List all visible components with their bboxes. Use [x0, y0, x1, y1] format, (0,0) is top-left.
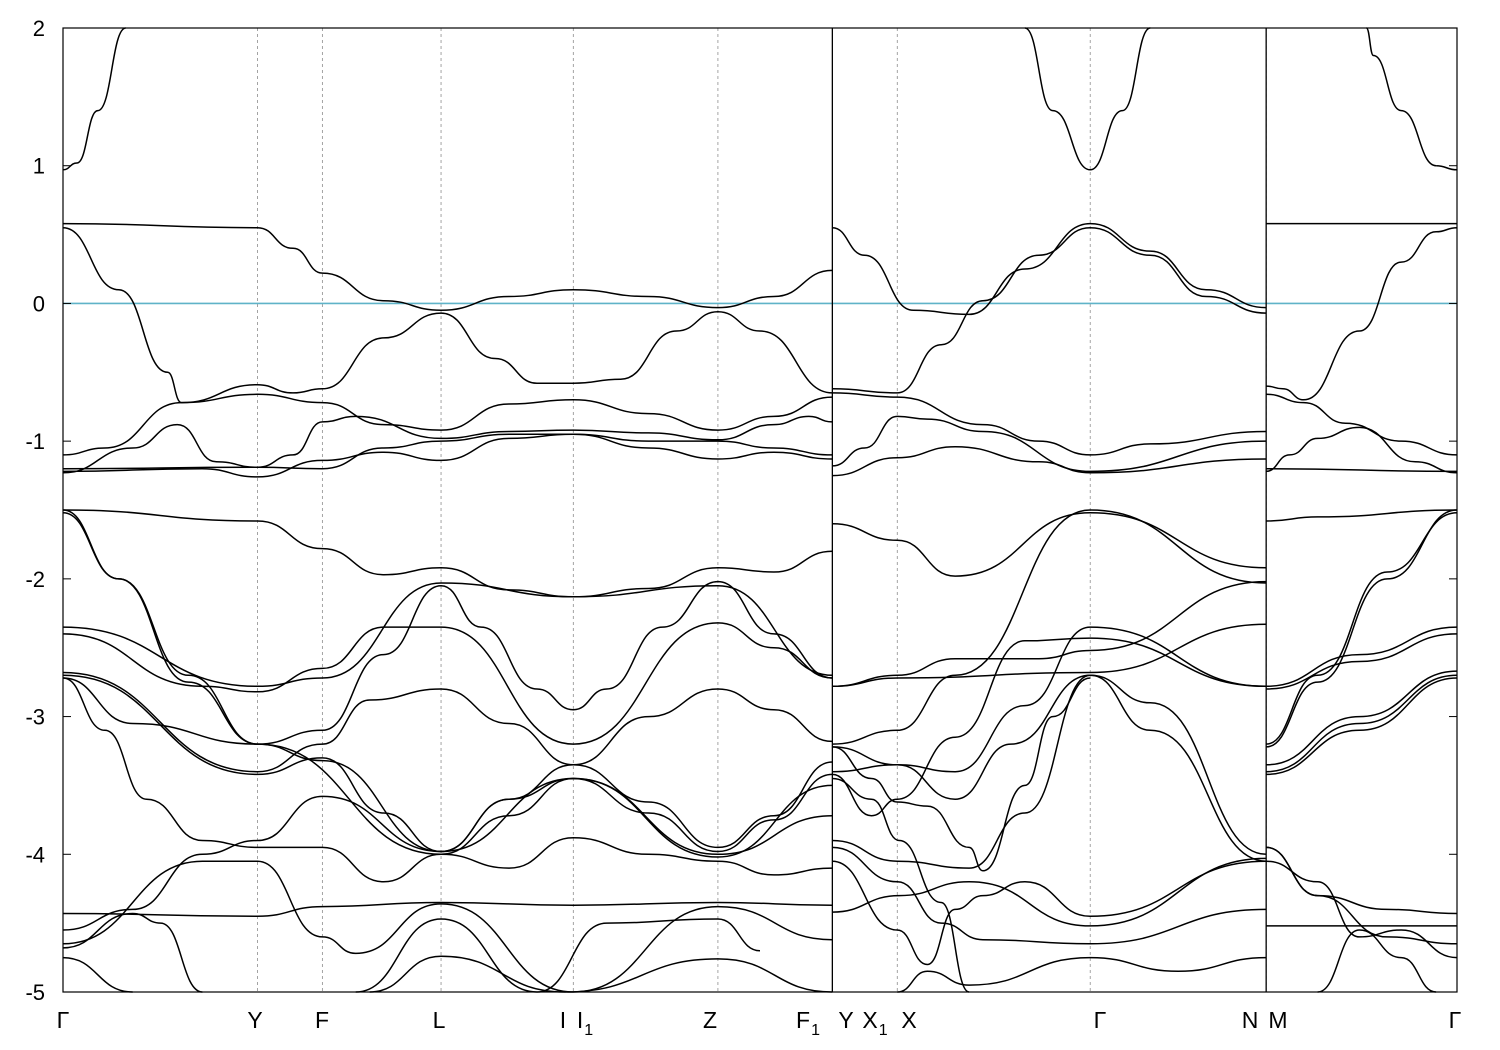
- band-series-54: [1266, 633, 1458, 690]
- band-series-6: [62, 433, 833, 478]
- band-series-14: [1266, 393, 1458, 456]
- kpoint-label: Z: [703, 1007, 717, 1033]
- band-series-2: [62, 226, 833, 404]
- band-series-49: [832, 677, 1091, 872]
- band-series-13: [1266, 226, 1458, 401]
- band-series-4: [62, 415, 833, 474]
- kpoint-label: Y: [247, 1007, 262, 1033]
- band-series-31: [62, 860, 833, 993]
- band-series-41: [832, 623, 1267, 688]
- band-series-53: [1266, 626, 1458, 688]
- band-series-44: [832, 860, 1267, 966]
- band-series-0: [62, 27, 127, 171]
- band-lines: [62, 27, 1458, 993]
- band-series-10: [832, 415, 1267, 473]
- band-series-43: [832, 674, 1267, 869]
- kpoint-label: M: [1268, 1007, 1287, 1033]
- band-series-20: [62, 509, 833, 598]
- y-tick-label: -4: [25, 842, 45, 867]
- band-series-22: [62, 512, 833, 745]
- kpoint-label: Γ: [1094, 1007, 1107, 1033]
- band-series-11: [832, 445, 1267, 477]
- band-series-62: [1317, 929, 1437, 993]
- band-series-46: [832, 846, 1267, 945]
- band-series-45: [832, 857, 1267, 927]
- band-series-5: [62, 433, 833, 470]
- plot-frame: [62, 27, 1458, 993]
- band-series-26: [62, 674, 833, 853]
- band-series-36: [832, 512, 1267, 577]
- band-series-16: [1266, 467, 1458, 473]
- band-series-32: [62, 912, 203, 993]
- band-series-37: [832, 580, 1267, 688]
- kpoint-label: L: [433, 1007, 446, 1033]
- band-series-47: [897, 956, 1267, 993]
- band-series-34: [355, 918, 761, 993]
- band-series-24: [62, 622, 833, 745]
- kpoint-label: Y: [838, 1007, 853, 1033]
- kpoint-label: X1: [862, 1007, 887, 1039]
- band-series-59: [1266, 860, 1458, 959]
- band-series-23: [62, 582, 833, 688]
- band-series-19: [1024, 27, 1151, 171]
- band-series-17: [1365, 27, 1437, 167]
- kpoint-label: F: [315, 1007, 329, 1033]
- kpoint-label: X: [901, 1007, 916, 1033]
- band-series-28: [62, 677, 833, 883]
- band-series-55: [1266, 670, 1458, 766]
- kpoint-label: I1: [577, 1007, 593, 1039]
- band-series-29: [62, 901, 833, 918]
- band-series-25: [62, 671, 833, 773]
- y-tick-label: 1: [33, 154, 45, 179]
- band-series-3: [62, 393, 833, 456]
- band-series-48: [832, 777, 970, 993]
- y-tick-label: 2: [33, 16, 45, 41]
- band-series-21: [62, 509, 833, 853]
- band-series-33: [62, 956, 133, 993]
- y-tick-label: -5: [25, 980, 45, 1005]
- band-series-9: [832, 392, 1267, 456]
- band-series-50: [1266, 509, 1458, 522]
- y-tick-label: -3: [25, 705, 45, 730]
- kpoint-label: F1: [796, 1007, 820, 1039]
- kpoint-lines: [257, 28, 1267, 992]
- y-tick-label: 0: [33, 291, 45, 316]
- kpoint-label: N: [1242, 1007, 1259, 1033]
- band-series-18: [1436, 164, 1458, 171]
- band-series-7: [832, 222, 1267, 316]
- axes: -5 -4 -3 -2 -1 0 1 2 Γ Y F L I I1 Z F1 Y X1 X Γ N M Γ: [25, 16, 1461, 1039]
- band-series-40: [832, 674, 1267, 856]
- band-series-8: [832, 226, 1267, 394]
- y-tick-label: -2: [25, 567, 45, 592]
- band-series-52: [1266, 509, 1458, 748]
- band-series-58: [1266, 846, 1458, 945]
- y-tick-label: -1: [25, 429, 45, 454]
- band-series-30: [62, 777, 833, 931]
- band-series-1: [62, 222, 833, 312]
- kpoint-label: I: [560, 1007, 566, 1033]
- kpoint-label: Γ: [57, 1007, 70, 1033]
- band-series-38: [832, 509, 1267, 745]
- band-series-42: [832, 637, 1267, 817]
- band-series-61: [1266, 846, 1458, 915]
- band-series-51: [1266, 512, 1458, 745]
- band-series-27: [62, 677, 833, 858]
- kpoint-label: Γ: [1449, 1007, 1462, 1033]
- band-series-57: [1266, 677, 1458, 776]
- band-series-56: [1266, 674, 1458, 773]
- band-series-15: [1266, 426, 1458, 474]
